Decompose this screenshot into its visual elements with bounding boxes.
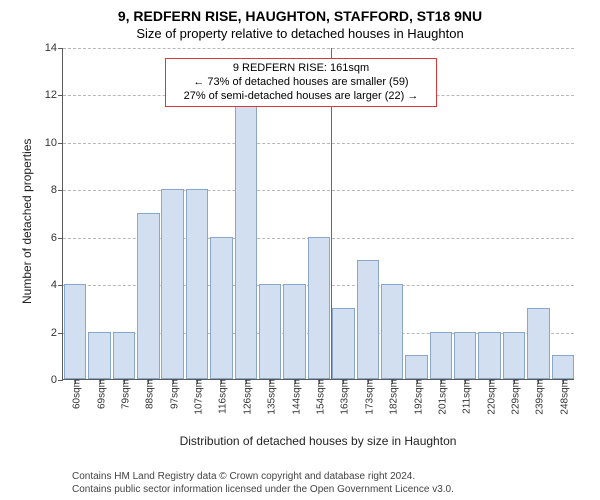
- x-tick-label: 79sqm: [116, 379, 131, 409]
- x-tick-label: 211sqm: [458, 379, 473, 414]
- histogram-bar: [332, 308, 354, 379]
- x-tick-label: 220sqm: [482, 379, 497, 415]
- histogram-bar: [454, 332, 476, 379]
- x-tick-label: 239sqm: [531, 379, 546, 415]
- y-tick-mark: [58, 285, 63, 286]
- footer-line: Contains HM Land Registry data © Crown c…: [72, 470, 454, 483]
- histogram-bar: [381, 284, 403, 379]
- x-tick-label: 97sqm: [165, 379, 180, 409]
- x-tick-label: 126sqm: [238, 379, 253, 415]
- y-tick-mark: [58, 238, 63, 239]
- x-tick-label: 201sqm: [433, 379, 448, 415]
- x-tick-label: 107sqm: [190, 379, 205, 415]
- histogram-bar: [210, 237, 232, 379]
- histogram-bar: [235, 94, 257, 379]
- x-tick-label: 173sqm: [360, 379, 375, 415]
- histogram-bar: [161, 189, 183, 379]
- x-tick-label: 116sqm: [214, 379, 229, 414]
- x-axis-label: Distribution of detached houses by size …: [62, 434, 574, 448]
- annotation-line: 27% of semi-detached houses are larger (…: [174, 90, 428, 104]
- gridline: [63, 190, 574, 191]
- x-tick-label: 144sqm: [287, 379, 302, 415]
- annotation-line: 9 REDFERN RISE: 161sqm: [174, 62, 428, 76]
- histogram-bar: [405, 355, 427, 379]
- x-tick-label: 69sqm: [92, 379, 107, 409]
- gridline: [63, 143, 574, 144]
- histogram-bar: [503, 332, 525, 379]
- histogram-bar: [357, 260, 379, 379]
- x-tick-label: 229sqm: [507, 379, 522, 415]
- x-tick-label: 248sqm: [555, 379, 570, 415]
- x-tick-label: 60sqm: [68, 379, 83, 409]
- y-tick-mark: [58, 380, 63, 381]
- annotation-line: ← 73% of detached houses are smaller (59…: [174, 76, 428, 90]
- annotation-box: 9 REDFERN RISE: 161sqm← 73% of detached …: [165, 58, 437, 107]
- y-axis-label: Number of detached properties: [20, 139, 34, 304]
- x-tick-label: 88sqm: [141, 379, 156, 409]
- gridline: [63, 48, 574, 49]
- footer-attribution: Contains HM Land Registry data © Crown c…: [72, 470, 454, 496]
- y-tick-mark: [58, 190, 63, 191]
- x-tick-label: 135sqm: [263, 379, 278, 415]
- histogram-bar: [64, 284, 86, 379]
- chart-subtitle: Size of property relative to detached ho…: [0, 24, 600, 41]
- histogram-bar: [478, 332, 500, 379]
- y-tick-mark: [58, 333, 63, 334]
- histogram-bar: [283, 284, 305, 379]
- footer-line: Contains public sector information licen…: [72, 483, 454, 496]
- x-tick-label: 182sqm: [385, 379, 400, 415]
- y-tick-mark: [58, 48, 63, 49]
- histogram-bar: [186, 189, 208, 379]
- chart-title: 9, REDFERN RISE, HAUGHTON, STAFFORD, ST1…: [0, 0, 600, 24]
- chart-container: 9, REDFERN RISE, HAUGHTON, STAFFORD, ST1…: [0, 0, 600, 500]
- x-tick-label: 154sqm: [312, 379, 327, 415]
- histogram-bar: [259, 284, 281, 379]
- histogram-bar: [88, 332, 110, 379]
- y-tick-mark: [58, 95, 63, 96]
- histogram-bar: [552, 355, 574, 379]
- histogram-bar: [527, 308, 549, 379]
- x-tick-label: 192sqm: [409, 379, 424, 415]
- histogram-bar: [113, 332, 135, 379]
- histogram-bar: [430, 332, 452, 379]
- histogram-bar: [308, 237, 330, 379]
- y-tick-mark: [58, 143, 63, 144]
- x-tick-label: 163sqm: [336, 379, 351, 415]
- histogram-bar: [137, 213, 159, 379]
